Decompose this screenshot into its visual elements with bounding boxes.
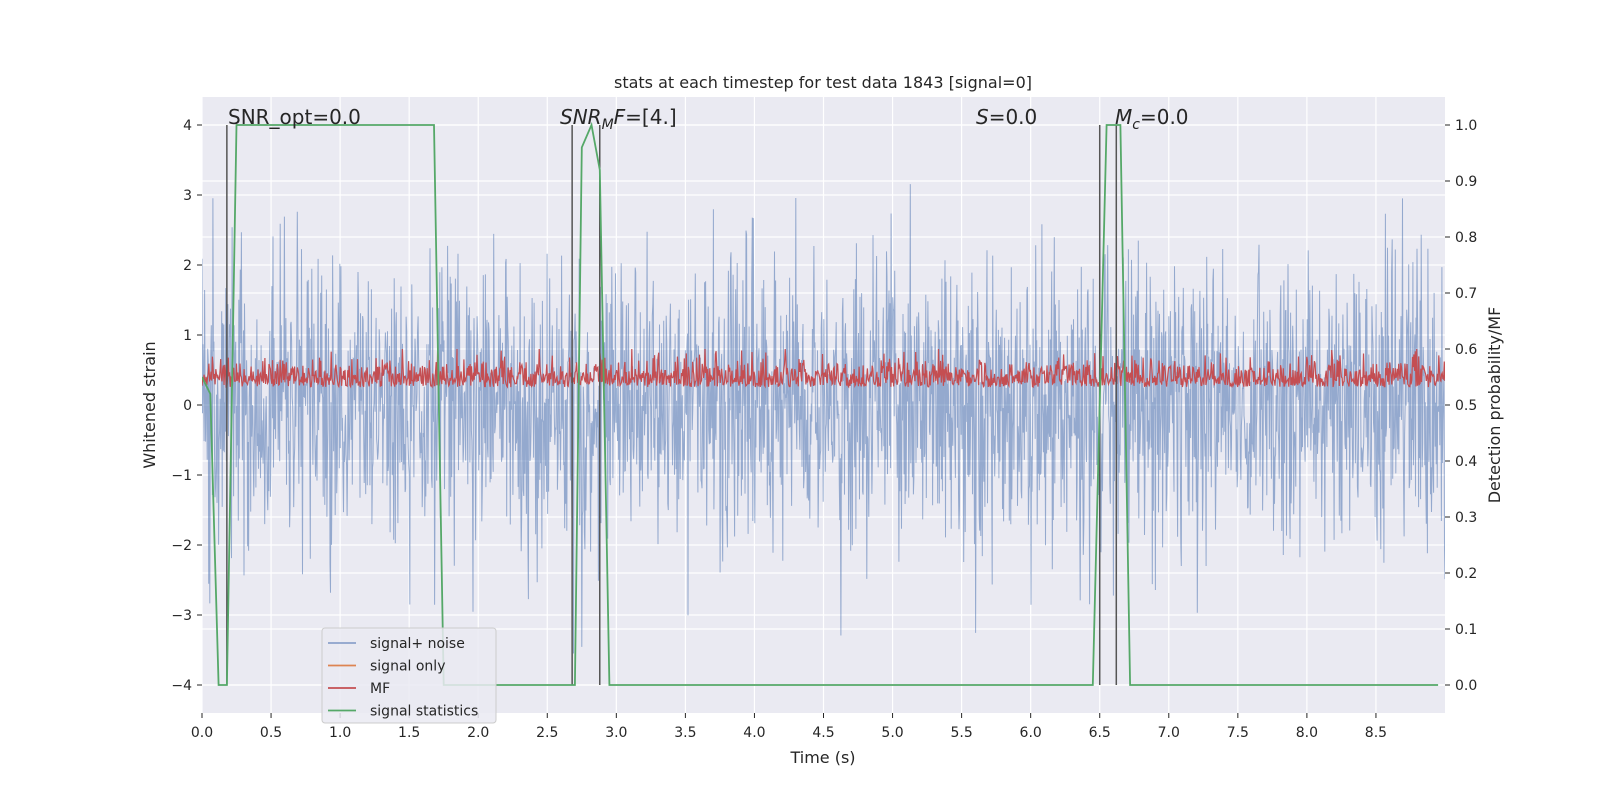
- x-tick-label: 5.0: [881, 725, 903, 741]
- x-tick-label: 6.0: [1020, 725, 1042, 741]
- y-tick-label: 1: [183, 328, 192, 344]
- x-tick-label: 3.5: [674, 725, 696, 741]
- y-right-axis-label: Detection probability/MF: [1485, 307, 1504, 504]
- annotation-label: SNR_opt=0.0: [228, 105, 361, 129]
- legend-entry: signal+ noise: [370, 636, 465, 652]
- chart-title: stats at each timestep for test data 184…: [614, 73, 1032, 92]
- legend-entry: signal only: [370, 659, 445, 675]
- x-axis-ticks: 0.0 0.5 1.0 1.5 2.0 2.5 3.0 3.5 4.0 4.5 5.0 5.5 6.0 6…: [191, 713, 1387, 741]
- y-right-tick-label: 0.4: [1455, 454, 1477, 470]
- x-tick-label: 7.5: [1227, 725, 1249, 741]
- x-tick-label: 0.0: [191, 725, 213, 741]
- x-tick-label: 2.5: [536, 725, 558, 741]
- y-right-tick-label: 0.7: [1455, 286, 1477, 302]
- annotation-label: SNRMF=[4.]: [560, 105, 677, 133]
- x-tick-label: 5.5: [950, 725, 972, 741]
- legend-entry: MF: [370, 681, 390, 697]
- x-tick-label: 1.0: [329, 725, 351, 741]
- y-tick-label: −3: [171, 608, 192, 624]
- x-tick-label: 2.0: [467, 725, 489, 741]
- signal-noise-line: [202, 184, 1445, 654]
- x-axis-label: Time (s): [789, 748, 855, 767]
- x-tick-label: 8.5: [1365, 725, 1387, 741]
- x-tick-label: 6.5: [1089, 725, 1111, 741]
- signal-noise-series: [202, 184, 1445, 654]
- y-right-tick-label: 0.1: [1455, 622, 1477, 638]
- annotations: SNR_opt=0.0 SNRMF=[4.] S=0.0 Mc=0.0: [228, 105, 1189, 133]
- y-right-tick-label: 0.0: [1455, 678, 1477, 694]
- x-tick-label: 4.0: [743, 725, 765, 741]
- x-tick-label: 0.5: [260, 725, 282, 741]
- y-right-tick-label: 0.5: [1455, 398, 1477, 414]
- y-right-tick-label: 0.3: [1455, 510, 1477, 526]
- y-tick-label: −1: [171, 468, 192, 484]
- legend-box: [321, 627, 497, 724]
- y-right-tick-label: 0.2: [1455, 566, 1477, 582]
- y-right-tick-label: 0.9: [1455, 174, 1477, 190]
- x-tick-label: 8.0: [1296, 725, 1318, 741]
- y-tick-label: 4: [183, 118, 192, 134]
- y-axis-label: Whitened strain: [140, 341, 159, 468]
- signal-statistics-line: [202, 121, 1439, 686]
- mf-series: [202, 348, 1445, 389]
- y-right-tick-label: 0.6: [1455, 342, 1477, 358]
- legend: signal+ noise signal only MF signal statist…: [321, 627, 497, 724]
- y-axis-ticks: −4 −3 −2 −1 0 1 2 3 4: [171, 118, 202, 694]
- signal-statistics-series: [202, 121, 1439, 686]
- annotation-label: S=0.0: [976, 105, 1037, 129]
- y-right-tick-label: 0.8: [1455, 230, 1477, 246]
- mf-line: [202, 348, 1445, 389]
- x-tick-label: 7.0: [1158, 725, 1180, 741]
- y-tick-label: −4: [171, 678, 192, 694]
- y-tick-label: 0: [183, 398, 192, 414]
- y-tick-label: 2: [183, 258, 192, 274]
- y-tick-label: 3: [183, 188, 192, 204]
- legend-entry: signal statistics: [370, 704, 478, 720]
- y-right-tick-label: 1.0: [1455, 118, 1477, 134]
- y-tick-label: −2: [171, 538, 192, 554]
- x-tick-label: 3.0: [605, 725, 627, 741]
- x-tick-label: 1.5: [398, 725, 420, 741]
- annotation-label: Mc=0.0: [1115, 105, 1189, 133]
- x-tick-label: 4.5: [812, 725, 834, 741]
- y-right-axis-ticks: 0.0 0.1 0.2 0.3 0.4 0.5 0.6 0.7 0.8 0.9 1.0: [1445, 118, 1477, 694]
